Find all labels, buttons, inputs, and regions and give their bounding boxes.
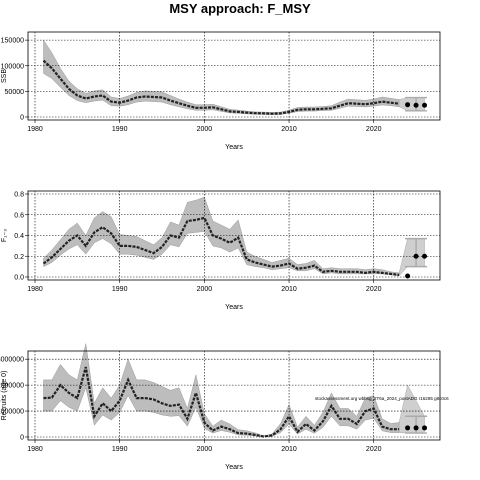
projection-band <box>398 97 425 112</box>
x-tick-label: 2020 <box>366 126 382 133</box>
projection-point <box>413 253 419 259</box>
x-tick-label: 2010 <box>281 446 297 453</box>
y-tick-label: 0 <box>20 435 24 442</box>
x-tick-label: 2010 <box>281 126 297 133</box>
x-tick-label: 1990 <box>112 286 128 293</box>
x-tick-label: 1980 <box>27 126 43 133</box>
fishing-mortality-panel: 1980 1990 2000 2010 2020 0.0 0.2 0.4 0.6 0.8 Years… <box>1 190 441 311</box>
plot-frame <box>27 350 441 441</box>
projection-point <box>422 253 428 259</box>
projection-point <box>405 102 411 108</box>
projection-point <box>405 425 411 431</box>
x-tick-label: 1990 <box>112 126 128 133</box>
y-axis-label: SSB <box>1 69 8 83</box>
confidence-band <box>43 196 400 277</box>
projection-point <box>413 425 419 431</box>
y-tick-label: 100000 <box>1 63 24 70</box>
y-tick-label: 3000000 <box>0 357 24 364</box>
x-tick-label: 1980 <box>27 286 43 293</box>
x-tick-label: 2000 <box>197 446 213 453</box>
x-tick-label: 2020 <box>366 446 382 453</box>
y-tick-label: 1000000 <box>0 409 24 416</box>
y-tick-label: 0.8 <box>14 192 24 199</box>
x-axis-label: Years <box>225 144 243 151</box>
x-tick-label: 1980 <box>27 446 43 453</box>
y-tick-label: 50000 <box>5 89 25 96</box>
y-tick-label: 0.0 <box>14 275 24 282</box>
projection-point <box>413 102 419 108</box>
projection-point <box>422 425 428 431</box>
x-tick-label: 2000 <box>197 126 213 133</box>
x-tick-label: 2020 <box>366 286 382 293</box>
x-tick-label: 1990 <box>112 446 128 453</box>
x-axis-label: Years <box>225 464 243 471</box>
main-title: MSY approach: F_MSY <box>169 1 311 16</box>
x-tick-label: 2000 <box>197 286 213 293</box>
estimate-line <box>42 216 400 276</box>
y-tick-label: 0 <box>20 115 24 122</box>
projection-band <box>398 384 425 434</box>
estimate-line <box>42 59 400 115</box>
ssb-panel: 1980 1990 2000 2010 2020 0 50000 100000 150000 Ye… <box>1 31 441 151</box>
y-tick-label: 150000 <box>1 38 24 45</box>
plot-frame <box>27 31 441 121</box>
projection-band <box>398 238 425 277</box>
y-tick-label: 0.2 <box>14 254 24 261</box>
y-axis-label: Recruits (age 0) <box>1 371 8 421</box>
x-tick-label: 2010 <box>281 286 297 293</box>
x-axis-label: Years <box>225 304 243 311</box>
y-tick-label: 0.4 <box>14 233 24 240</box>
projection-point <box>422 102 428 108</box>
estimate-line <box>43 366 400 438</box>
y-axis-label: F₁₋₃ <box>1 229 8 242</box>
source-annotation: stockassessment.org wbbsg_2T6a_2024_post… <box>315 396 449 401</box>
y-tick-label: 0.6 <box>14 212 24 219</box>
projection-point <box>405 273 411 279</box>
confidence-band <box>43 343 400 437</box>
